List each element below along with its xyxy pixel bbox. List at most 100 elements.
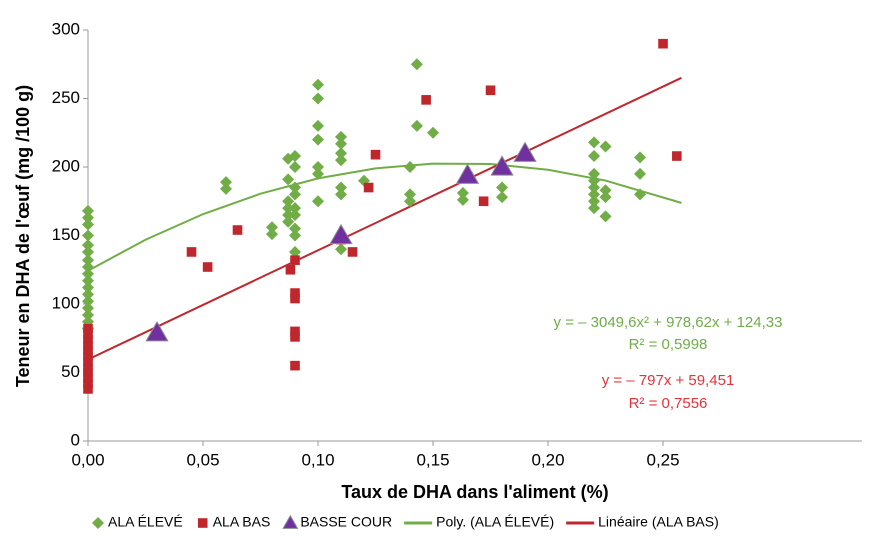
point	[266, 221, 279, 234]
point	[83, 329, 93, 339]
annotation: y = – 797x + 59,451	[602, 372, 735, 389]
annotation: R² = 0,7556	[629, 395, 708, 412]
point	[82, 254, 94, 267]
point	[82, 211, 94, 224]
point	[478, 196, 489, 207]
point	[202, 262, 213, 272]
point	[404, 188, 417, 201]
y-tick-label: 250	[52, 88, 80, 107]
point	[312, 161, 325, 173]
point	[370, 149, 381, 160]
point	[83, 340, 93, 350]
legend-label: BASSE COUR	[300, 514, 392, 530]
point	[312, 119, 325, 132]
point	[285, 264, 296, 275]
point	[588, 202, 601, 215]
annotation: y = – 3049,6x² + 978,62x + 124,33	[554, 314, 783, 331]
point	[335, 181, 348, 194]
legend-marker	[282, 514, 299, 529]
legend-label: ALA BAS	[213, 514, 271, 530]
y-tick-label: 300	[52, 19, 80, 38]
point	[588, 181, 601, 194]
point	[82, 308, 94, 321]
y-tick-label: 200	[52, 156, 80, 175]
point	[456, 193, 469, 206]
point	[82, 261, 94, 274]
point	[410, 58, 423, 71]
x-tick-label: 0,00	[71, 450, 104, 469]
point	[290, 360, 300, 371]
point	[312, 167, 325, 180]
point	[220, 176, 233, 189]
point	[289, 188, 302, 201]
point	[83, 323, 93, 334]
point	[410, 119, 423, 132]
point	[455, 163, 480, 184]
point	[290, 332, 300, 342]
point	[82, 302, 94, 315]
x-tick-label: 0,05	[186, 450, 219, 469]
point	[513, 141, 537, 162]
point	[588, 150, 601, 163]
y-tick-label: 150	[52, 225, 80, 244]
y-tick-label: 0	[71, 430, 80, 449]
point	[634, 151, 647, 164]
point	[289, 202, 302, 215]
point	[289, 222, 302, 235]
legend-marker	[92, 517, 104, 529]
point	[588, 174, 601, 187]
point	[672, 151, 682, 161]
point	[82, 218, 94, 231]
point	[289, 161, 302, 173]
trend-line	[87, 76, 682, 361]
point	[312, 195, 325, 208]
point	[289, 150, 302, 163]
y-axis-title: Teneur en DHA de l'œuf (mg /100 g)	[13, 85, 33, 387]
point	[312, 133, 325, 146]
point	[599, 140, 612, 153]
point	[282, 208, 295, 221]
point	[599, 191, 612, 204]
point	[335, 154, 348, 167]
point	[421, 95, 431, 105]
point	[335, 137, 348, 150]
point	[145, 320, 169, 342]
point	[290, 255, 300, 265]
point	[289, 181, 302, 194]
point	[289, 229, 302, 242]
point	[82, 288, 94, 301]
point	[599, 210, 612, 223]
trend-line	[87, 162, 682, 272]
point	[335, 188, 348, 201]
point	[82, 204, 94, 217]
x-tick-label: 0,20	[531, 450, 564, 469]
y-tick-label: 100	[52, 293, 80, 312]
point	[83, 367, 93, 378]
point	[82, 267, 94, 280]
point	[588, 188, 601, 201]
point	[266, 228, 279, 241]
point	[186, 247, 197, 257]
point	[658, 38, 668, 49]
point	[404, 161, 417, 173]
x-tick-label: 0,15	[416, 450, 449, 469]
point	[82, 239, 94, 252]
point	[290, 288, 300, 298]
point	[335, 147, 348, 160]
point	[82, 281, 94, 294]
point	[496, 181, 509, 194]
point	[83, 351, 93, 361]
point	[427, 126, 440, 139]
point	[282, 173, 295, 186]
point	[83, 345, 93, 356]
point	[282, 195, 295, 208]
x-tick-label: 0,10	[301, 450, 334, 469]
point	[599, 184, 612, 197]
legend-label: Linéaire (ALA BAS)	[598, 514, 719, 530]
point	[347, 247, 358, 257]
point	[634, 188, 647, 201]
point	[290, 326, 300, 337]
point	[588, 136, 601, 149]
point	[82, 295, 94, 308]
